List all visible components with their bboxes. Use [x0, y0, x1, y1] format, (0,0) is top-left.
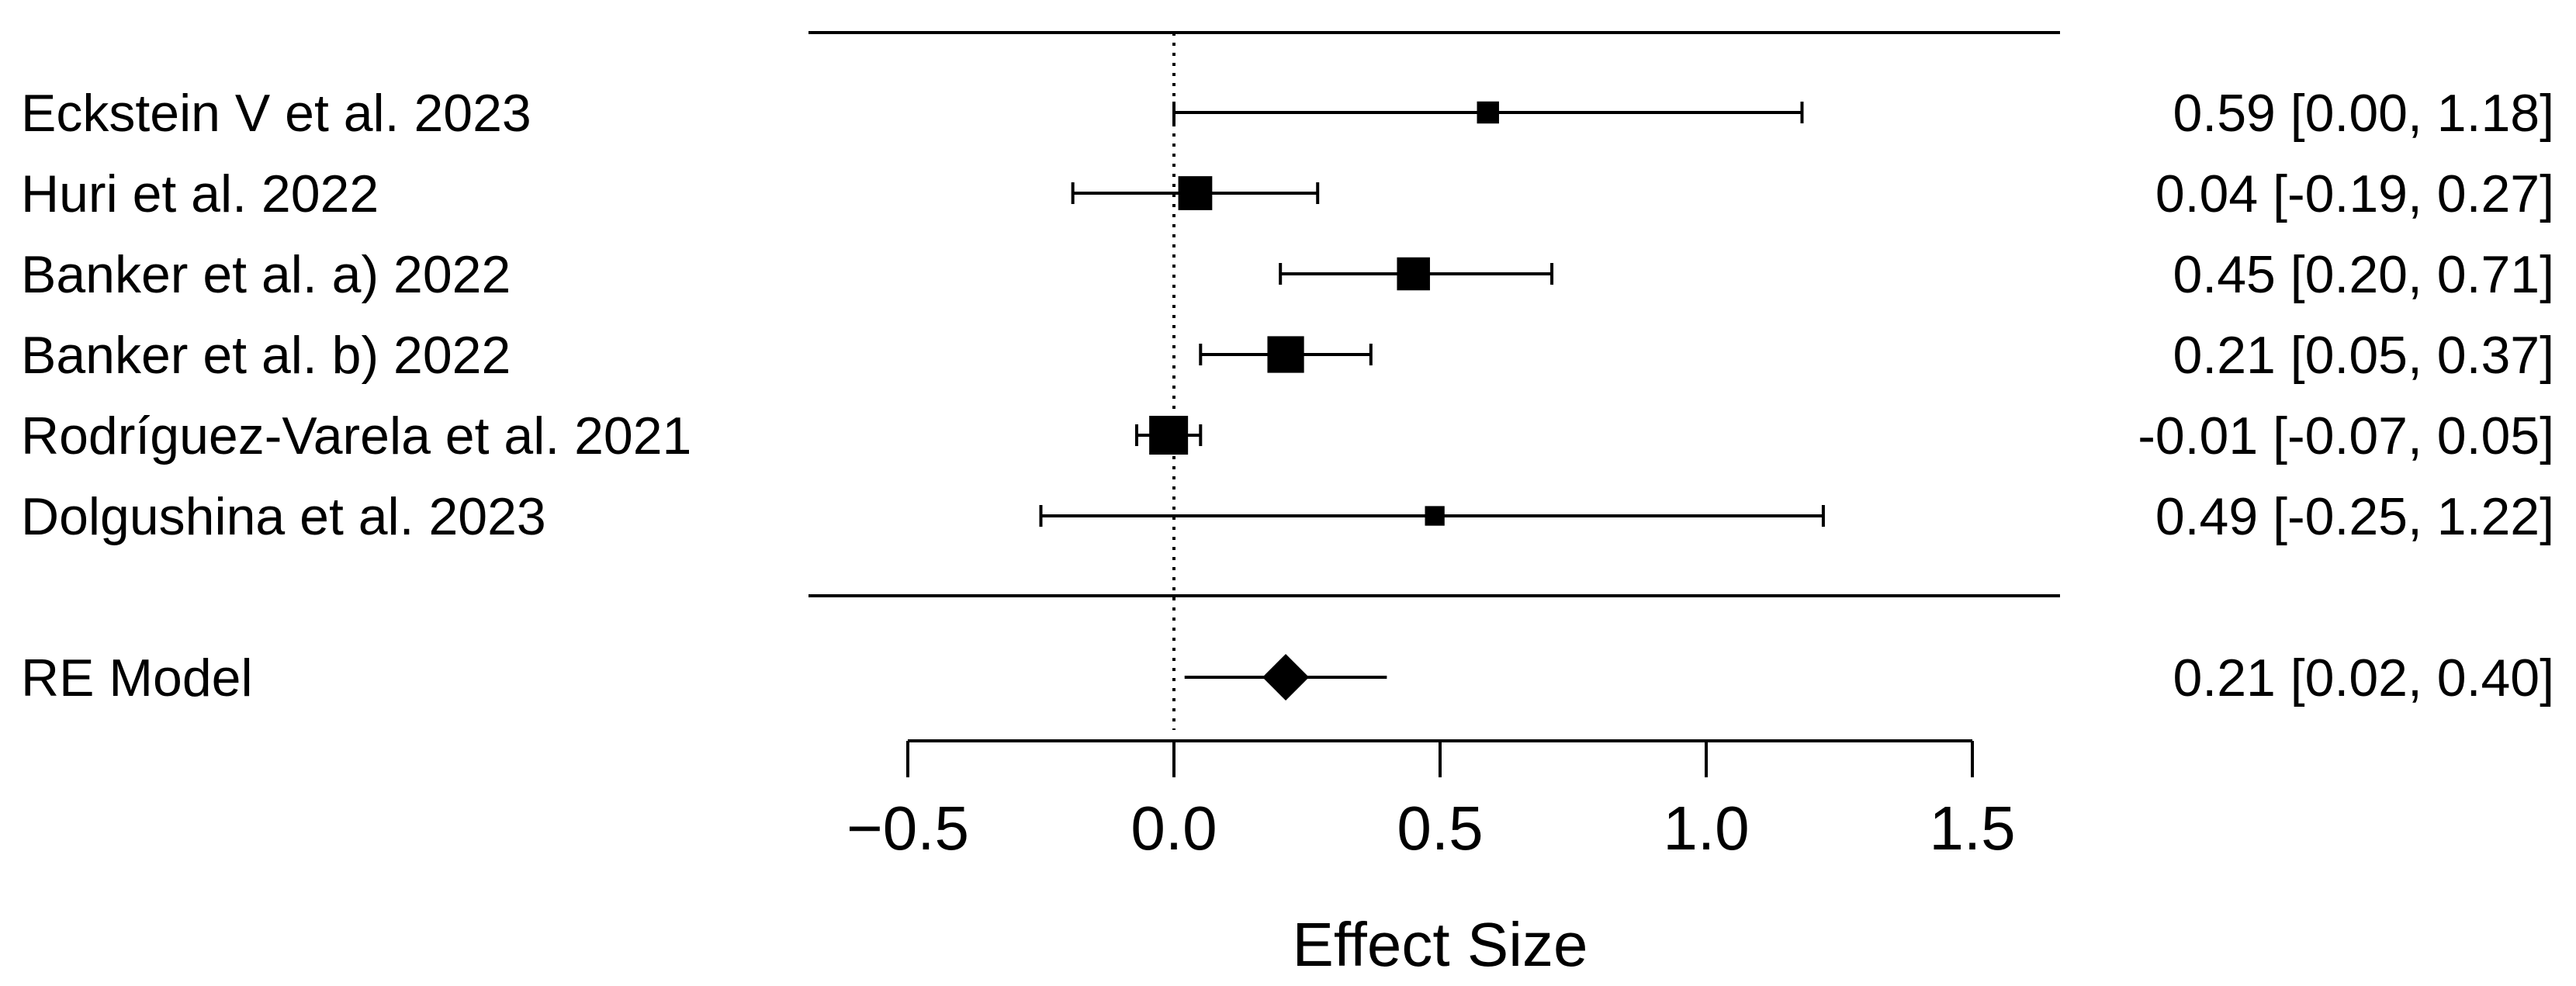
- study-estimate-text: 0.04 [-0.19, 0.27]: [2155, 164, 2554, 223]
- study-estimate-text: 0.49 [-0.25, 1.22]: [2155, 487, 2554, 546]
- study-label: Rodríguez-Varela et al. 2021: [21, 407, 691, 465]
- point-estimate-square: [1477, 101, 1499, 124]
- summary-label: RE Model: [21, 649, 253, 707]
- study-row: Dolgushina et al. 2023 0.49 [-0.25, 1.22]: [21, 487, 2554, 546]
- study-row: Banker et al. b) 2022 0.21 [0.05, 0.37]: [21, 326, 2554, 385]
- point-estimate-square: [1178, 176, 1213, 210]
- study-label: Huri et al. 2022: [21, 164, 379, 223]
- x-axis-title: Effect Size: [1293, 910, 1588, 979]
- summary-row: RE Model 0.21 [0.02, 0.40]: [21, 649, 2554, 707]
- summary-estimate-text: 0.21 [0.02, 0.40]: [2173, 649, 2554, 707]
- study-label: Eckstein V et al. 2023: [21, 84, 531, 143]
- x-axis-tick-label: 1.0: [1663, 794, 1749, 863]
- study-row: Eckstein V et al. 2023 0.59 [0.00, 1.18]: [21, 84, 2554, 143]
- study-label: Dolgushina et al. 2023: [21, 487, 546, 546]
- point-estimate-square: [1425, 506, 1445, 526]
- point-estimate-square: [1149, 416, 1189, 455]
- study-estimate-text: -0.01 [-0.07, 0.05]: [2138, 407, 2554, 465]
- point-estimate-square: [1267, 336, 1304, 373]
- study-estimate-text: 0.21 [0.05, 0.37]: [2173, 326, 2554, 385]
- x-axis-tick-label: 0.0: [1130, 794, 1217, 863]
- summary-diamond: [1262, 654, 1310, 701]
- study-row: Huri et al. 2022 0.04 [-0.19, 0.27]: [21, 164, 2554, 223]
- study-estimate-text: 0.59 [0.00, 1.18]: [2173, 84, 2554, 143]
- x-axis-tick-label: −0.5: [847, 794, 969, 863]
- study-row: Rodríguez-Varela et al. 2021 -0.01 [-0.07…: [21, 407, 2554, 465]
- x-axis-tick-label: 0.5: [1397, 794, 1483, 863]
- x-axis: −0.5 0.0 0.5 1.0 1.5: [847, 739, 2016, 863]
- study-rows: Eckstein V et al. 2023 0.59 [0.00, 1.18] H…: [21, 84, 2554, 546]
- study-estimate-text: 0.45 [0.20, 0.71]: [2173, 245, 2554, 304]
- point-estimate-square: [1397, 257, 1430, 291]
- study-row: Banker et al. a) 2022 0.45 [0.20, 0.71]: [21, 245, 2554, 304]
- x-axis-tick-label: 1.5: [1929, 794, 2015, 863]
- study-label: Banker et al. b) 2022: [21, 326, 511, 385]
- study-label: Banker et al. a) 2022: [21, 245, 511, 304]
